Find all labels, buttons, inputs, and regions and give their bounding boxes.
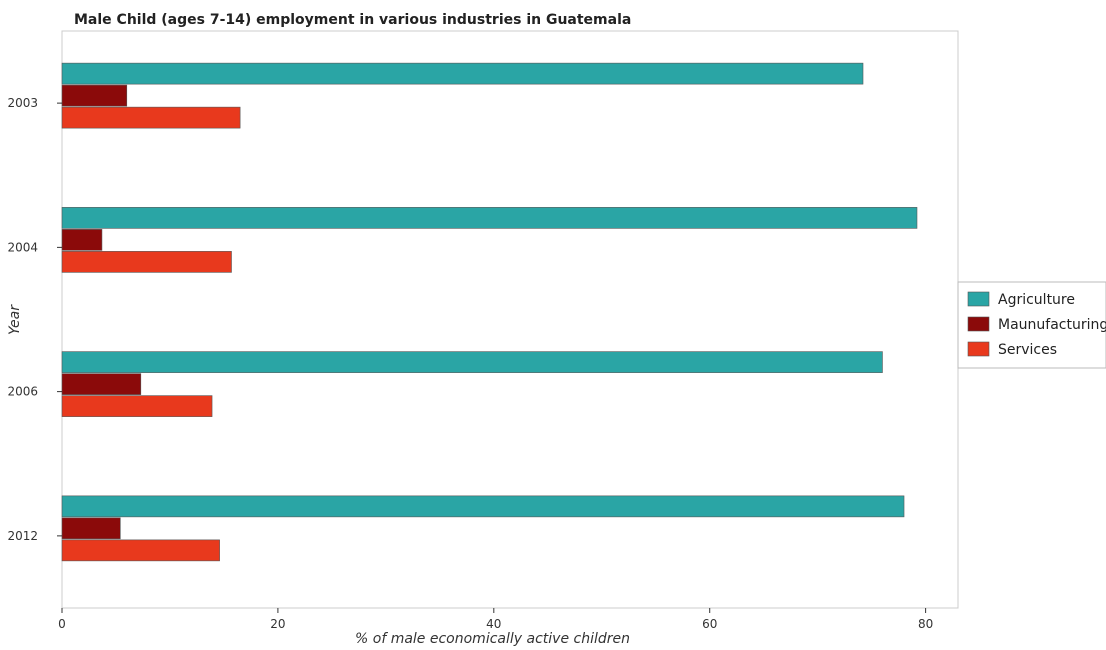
legend-swatch-agriculture — [968, 292, 989, 306]
bar-agriculture-2012 — [62, 496, 904, 517]
bar-agriculture-2004 — [62, 207, 917, 228]
x-tick-label-40: 40 — [486, 617, 501, 631]
y-axis-title: Year — [7, 304, 23, 335]
legend-label-services: Services — [998, 342, 1057, 358]
legend-label-maunufacturing: Maunufacturing — [998, 317, 1106, 333]
x-tick-label-0: 0 — [58, 617, 66, 631]
legend-swatch-maunufacturing — [968, 317, 989, 331]
y-tick-label-2006: 2006 — [7, 385, 38, 399]
bar-maunufacturing-2012 — [62, 518, 120, 539]
legend-label-agriculture: Agriculture — [998, 292, 1075, 308]
y-tick-label-2003: 2003 — [7, 96, 38, 110]
bar-agriculture-2006 — [62, 352, 882, 373]
legend-swatch-services — [968, 342, 989, 356]
y-tick-label-2012: 2012 — [7, 529, 38, 543]
legend: Agriculture Maunufacturing Services — [958, 282, 1106, 368]
x-axis: 0 20 40 60 80 — [58, 608, 933, 631]
bar-maunufacturing-2004 — [62, 229, 102, 250]
x-axis-title: % of male economically active children — [355, 631, 630, 647]
bar-services-2003 — [62, 107, 240, 128]
bar-services-2012 — [62, 540, 220, 561]
bar-maunufacturing-2003 — [62, 85, 127, 106]
bar-services-2004 — [62, 251, 231, 272]
bar-maunufacturing-2006 — [62, 374, 141, 395]
x-tick-label-80: 80 — [918, 617, 933, 631]
x-tick-label-60: 60 — [702, 617, 717, 631]
x-tick-label-20: 20 — [270, 617, 285, 631]
bar-services-2006 — [62, 396, 212, 417]
chart-title: Male Child (ages 7-14) employment in var… — [74, 12, 631, 28]
y-tick-label-2004: 2004 — [7, 240, 38, 254]
bar-agriculture-2003 — [62, 63, 863, 84]
bars-layer — [62, 63, 917, 561]
